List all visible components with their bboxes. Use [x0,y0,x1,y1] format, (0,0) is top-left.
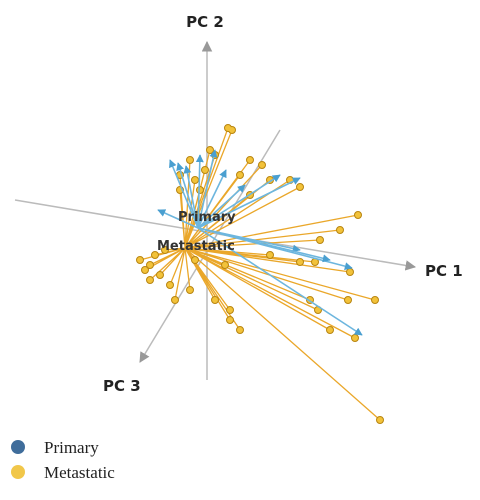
metastatic-points-outline [136,124,384,424]
metastatic-lines [139,127,381,421]
legend-swatch [11,440,25,454]
legend-label: Metastatic [44,463,115,482]
centroid-label: Primary [178,210,236,225]
pc1-label: PC 1 [425,262,463,280]
primary-ray [197,149,218,229]
pc1-axis [14,199,417,271]
primary-ray [195,154,204,229]
primary-ray [183,165,199,229]
primary-ray [197,227,363,336]
legend-swatch [11,465,25,479]
primary-ray [197,177,301,229]
metastatic-points [137,125,383,423]
metastatic-rays [136,124,384,424]
legend-label: Primary [44,438,99,457]
primary-ray [197,184,246,229]
primary-ray [197,169,227,229]
primary-ray [169,159,199,229]
pc2-label: PC 2 [186,13,224,31]
centroid-label: Metastatic [157,239,235,254]
primary-rays [157,149,363,336]
pc3-label: PC 3 [103,377,141,395]
primary-ray [176,162,199,229]
primary-ray [157,209,199,229]
primary-ray [197,227,331,263]
primary-ray [197,174,281,229]
